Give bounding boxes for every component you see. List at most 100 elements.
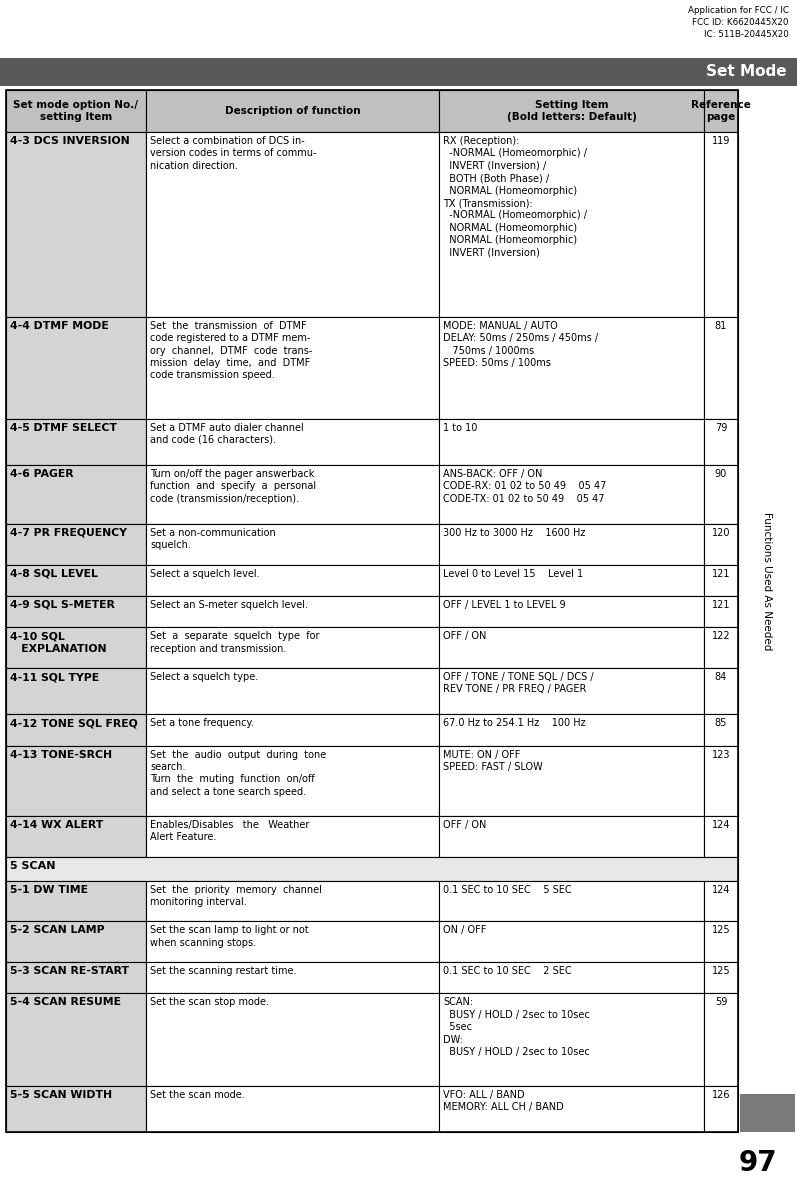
Text: Select a squelch type.: Select a squelch type. [150,672,258,682]
Bar [6,857,738,881]
Text: 0.1 SEC to 10 SEC    2 SEC: 0.1 SEC to 10 SEC 2 SEC [443,966,571,976]
Bar [146,714,439,745]
Bar [6,921,146,962]
Text: OFF / TONE / TONE SQL / DCS /
REV TONE / PR FREQ / PAGER: OFF / TONE / TONE SQL / DCS / REV TONE /… [443,672,594,695]
Bar [439,565,704,596]
Bar [704,745,738,816]
Text: 126: 126 [712,1090,730,1100]
Text: MUTE: ON / OFF
SPEED: FAST / SLOW: MUTE: ON / OFF SPEED: FAST / SLOW [443,750,543,772]
Bar [6,596,146,627]
Bar [6,524,146,565]
Bar [146,317,439,418]
Bar [704,816,738,857]
Bar [439,132,704,317]
Text: 5-1 DW TIME: 5-1 DW TIME [10,885,88,894]
Bar [439,1085,704,1132]
Text: 4-10 SQL
   EXPLANATION: 4-10 SQL EXPLANATION [10,631,107,654]
Text: 1 to 10: 1 to 10 [443,423,477,433]
Text: Set  the  transmission  of  DTMF
code registered to a DTMF mem-
ory  channel,  D: Set the transmission of DTMF code regist… [150,321,312,381]
Bar [0,58,797,87]
Bar [6,418,146,465]
Bar [146,596,439,627]
Bar [146,627,439,668]
Text: SCAN:
  BUSY / HOLD / 2sec to 10sec
  5sec
DW:
  BUSY / HOLD / 2sec to 10sec: SCAN: BUSY / HOLD / 2sec to 10sec 5sec D… [443,998,590,1057]
Bar [439,962,704,993]
Bar [6,1085,146,1132]
Bar [146,921,439,962]
Bar [6,627,146,668]
Bar [439,993,704,1085]
Bar [704,714,738,745]
Text: 125: 125 [712,966,730,976]
Bar [439,816,704,857]
Bar [740,1094,795,1132]
Text: 4-11 SQL TYPE: 4-11 SQL TYPE [10,672,99,682]
Text: 0.1 SEC to 10 SEC    5 SEC: 0.1 SEC to 10 SEC 5 SEC [443,885,571,894]
Text: Functions Used As Needed: Functions Used As Needed [763,512,772,650]
Text: 90: 90 [715,469,727,478]
Bar [704,418,738,465]
Bar [6,962,146,993]
Text: 125: 125 [712,926,730,935]
Text: ANS-BACK: OFF / ON
CODE-RX: 01 02 to 50 49    05 47
CODE-TX: 01 02 to 50 49    0: ANS-BACK: OFF / ON CODE-RX: 01 02 to 50 … [443,469,607,504]
Bar [740,90,795,1132]
Bar [704,132,738,317]
Text: Select an S-meter squelch level.: Select an S-meter squelch level. [150,600,308,609]
Text: 121: 121 [712,569,730,578]
Bar [146,465,439,524]
Text: Set a DTMF auto dialer channel
and code (16 characters).: Set a DTMF auto dialer channel and code … [150,423,304,445]
Text: 124: 124 [712,885,730,894]
Bar [704,962,738,993]
Text: Set the scanning restart time.: Set the scanning restart time. [150,966,296,976]
Bar [704,524,738,565]
Text: 122: 122 [712,631,730,642]
Bar [704,993,738,1085]
Bar [146,993,439,1085]
Text: 4-7 PR FREQUENCY: 4-7 PR FREQUENCY [10,528,127,537]
Text: Set mode option No./
setting Item: Set mode option No./ setting Item [14,100,139,123]
Text: 4-8 SQL LEVEL: 4-8 SQL LEVEL [10,569,98,578]
Text: Set  the  priority  memory  channel
monitoring interval.: Set the priority memory channel monitori… [150,885,322,908]
Bar [6,465,146,524]
Text: 4-13 TONE-SRCH: 4-13 TONE-SRCH [10,750,112,760]
Text: 5-3 SCAN RE-START: 5-3 SCAN RE-START [10,966,129,976]
Bar [6,881,146,921]
Text: Set the scan mode.: Set the scan mode. [150,1090,245,1100]
Bar [704,317,738,418]
Bar [439,745,704,816]
Text: 79: 79 [715,423,727,433]
Text: Set Mode: Set Mode [706,65,787,79]
Text: Set  the  audio  output  during  tone
search.
Turn  the  muting  function  on/of: Set the audio output during tone search.… [150,750,326,797]
Bar [439,465,704,524]
Text: RX (Reception):
  -NORMAL (Homeomorphic) /
  INVERT (Inversion) /
  BOTH (Both P: RX (Reception): -NORMAL (Homeomorphic) /… [443,136,587,257]
Bar [146,565,439,596]
Bar [704,465,738,524]
Bar [704,881,738,921]
Text: 5-2 SCAN LAMP: 5-2 SCAN LAMP [10,926,104,935]
Text: ON / OFF: ON / OFF [443,926,486,935]
Bar [146,132,439,317]
Bar [439,90,704,132]
Bar [6,565,146,596]
Text: Set a tone frequency.: Set a tone frequency. [150,719,254,728]
Bar [146,524,439,565]
Bar [704,668,738,714]
Text: 121: 121 [712,600,730,609]
Text: 124: 124 [712,820,730,829]
Bar [439,317,704,418]
Text: OFF / ON: OFF / ON [443,631,486,642]
Text: 4-14 WX ALERT: 4-14 WX ALERT [10,820,104,829]
Text: 120: 120 [712,528,730,537]
Text: Application for FCC / IC
FCC ID: K6620445X20
IC: 511B-20445X20: Application for FCC / IC FCC ID: K662044… [688,6,789,38]
Bar [6,317,146,418]
Text: OFF / ON: OFF / ON [443,820,486,829]
Bar [704,627,738,668]
Bar [146,881,439,921]
Text: Level 0 to Level 15    Level 1: Level 0 to Level 15 Level 1 [443,569,583,578]
Text: Description of function: Description of function [225,106,360,117]
Text: MODE: MANUAL / AUTO
DELAY: 50ms / 250ms / 450ms /
   750ms / 1000ms
SPEED: 50ms : MODE: MANUAL / AUTO DELAY: 50ms / 250ms … [443,321,598,368]
Bar [439,921,704,962]
Text: 67.0 Hz to 254.1 Hz    100 Hz: 67.0 Hz to 254.1 Hz 100 Hz [443,719,586,728]
Bar [146,745,439,816]
Bar [704,565,738,596]
